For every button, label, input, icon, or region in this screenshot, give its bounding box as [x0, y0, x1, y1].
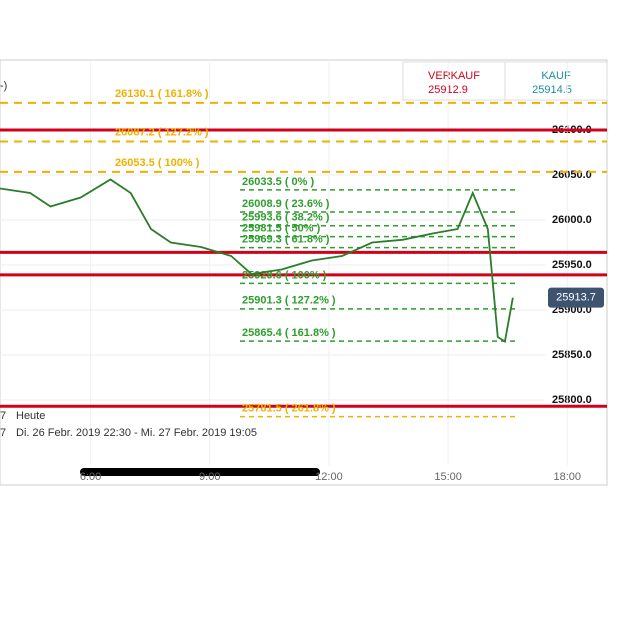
- footer-text: Di. 26 Febr. 2019 22:30 - Mi. 27 Febr. 2…: [16, 427, 257, 439]
- x-tick-label: 18:00: [554, 471, 582, 483]
- fib-label: 26008.9 ( 23.6% ): [242, 198, 330, 210]
- price-tag: 25913.7: [556, 292, 596, 304]
- fib-label: 26053.5 ( 100% ): [115, 157, 200, 169]
- sell-label[interactable]: VERKAUF: [428, 70, 480, 82]
- fib-label: 25981.5 ( 50% ): [242, 223, 321, 235]
- x-tick-label: 9:00: [199, 471, 220, 483]
- header-partial: -): [0, 80, 7, 92]
- price-line: [0, 178, 514, 343]
- y-tick-label: 26050.0: [552, 169, 592, 181]
- fib-label: 25781.5 ( 261.8% ): [242, 403, 336, 415]
- footer-text: Heute: [16, 410, 45, 422]
- fib-label: 25901.3 ( 127.2% ): [242, 295, 336, 307]
- y-tick-label: 25950.0: [552, 259, 592, 271]
- footer-num: 7: [0, 410, 6, 422]
- fib-label: 25993.6 ( 38.2% ): [242, 212, 330, 224]
- y-tick-label: 25850.0: [552, 349, 592, 361]
- x-tick-label: 6:00: [80, 471, 101, 483]
- footer-num: 7: [0, 427, 6, 439]
- fib-label: 25929.6 ( 100% ): [242, 269, 327, 281]
- fib-label: 26087.2 ( 127.2% ): [115, 126, 209, 138]
- y-tick-label: 26000.0: [552, 214, 592, 226]
- x-tick-label: 12:00: [315, 471, 343, 483]
- fib-label: 26130.1 ( 161.8% ): [115, 88, 209, 100]
- x-tick-label: 15:00: [434, 471, 462, 483]
- y-tick-label: 25800.0: [552, 394, 592, 406]
- price-tag-box: [548, 287, 604, 308]
- scroll-indicator[interactable]: [80, 468, 320, 476]
- buy-label[interactable]: KAUF: [541, 70, 571, 82]
- buy-price[interactable]: 25914.5: [532, 84, 572, 96]
- fib-label: 25969.3 ( 61.8% ): [242, 234, 330, 246]
- fib-label: 25865.4 ( 161.8% ): [242, 327, 336, 339]
- fib-label: 26033.5 ( 0% ): [242, 176, 314, 188]
